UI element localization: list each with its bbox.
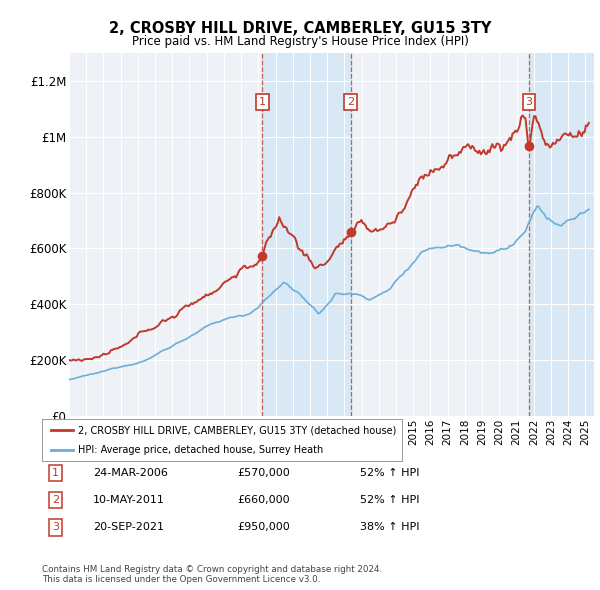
Text: 1: 1: [52, 468, 59, 478]
Text: Contains HM Land Registry data © Crown copyright and database right 2024.
This d: Contains HM Land Registry data © Crown c…: [42, 565, 382, 584]
Text: 1: 1: [259, 97, 266, 107]
Text: 2: 2: [347, 97, 354, 107]
Text: 10-MAY-2011: 10-MAY-2011: [93, 496, 165, 505]
Text: 2, CROSBY HILL DRIVE, CAMBERLEY, GU15 3TY: 2, CROSBY HILL DRIVE, CAMBERLEY, GU15 3T…: [109, 21, 491, 36]
Text: 3: 3: [52, 523, 59, 532]
Text: 2: 2: [52, 496, 59, 505]
Bar: [529, 53, 594, 416]
Text: 52% ↑ HPI: 52% ↑ HPI: [360, 468, 419, 478]
Text: 52% ↑ HPI: 52% ↑ HPI: [360, 496, 419, 505]
Text: 24-MAR-2006: 24-MAR-2006: [93, 468, 168, 478]
Text: £660,000: £660,000: [237, 496, 290, 505]
Text: Price paid vs. HM Land Registry's House Price Index (HPI): Price paid vs. HM Land Registry's House …: [131, 35, 469, 48]
Bar: [262, 53, 350, 416]
Text: 20-SEP-2021: 20-SEP-2021: [93, 523, 164, 532]
Text: HPI: Average price, detached house, Surrey Heath: HPI: Average price, detached house, Surr…: [78, 445, 323, 455]
Text: 3: 3: [526, 97, 532, 107]
Text: 2, CROSBY HILL DRIVE, CAMBERLEY, GU15 3TY (detached house): 2, CROSBY HILL DRIVE, CAMBERLEY, GU15 3T…: [78, 425, 397, 435]
Text: 38% ↑ HPI: 38% ↑ HPI: [360, 523, 419, 532]
Text: £570,000: £570,000: [237, 468, 290, 478]
Text: £950,000: £950,000: [237, 523, 290, 532]
